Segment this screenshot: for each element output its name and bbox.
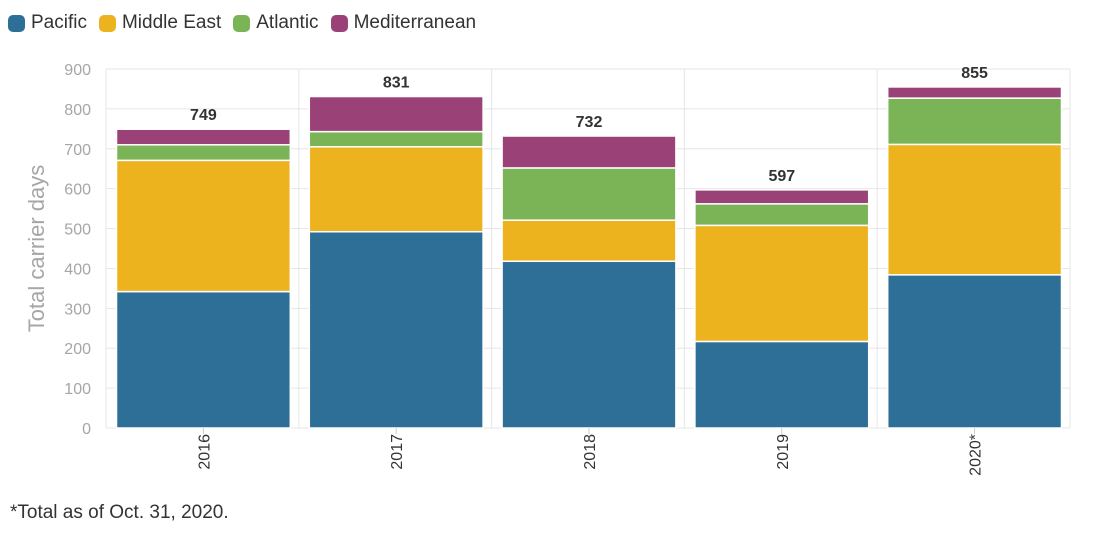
total-label-2017: 831 [383,75,410,92]
bar-atlantic-2017 [308,130,484,148]
bar-mediterranean-2019 [694,189,870,205]
legend-swatch-atlantic [233,14,251,32]
bar-mediterranean-2017 [308,95,484,133]
total-label-2018: 732 [576,114,603,131]
bar-middle-east-2016 [115,159,292,293]
legend-label-mediterranean: Mediterranean [353,12,477,33]
footnote: *Total as of Oct. 31, 2020. [10,502,229,523]
bar-middle-east-2019 [694,224,870,343]
y-tick-label: 500 [64,222,91,239]
bar-atlantic-2016 [115,144,292,162]
bar-mediterranean-2018 [501,135,677,169]
legend-item-mediterranean[interactable]: Mediterranean [330,12,477,34]
bar-pacific-2017 [308,230,484,429]
total-label-2016: 749 [190,107,217,124]
bar-middle-east-2017 [308,146,484,233]
x-tick-label-2017: 2017 [389,434,406,470]
bar-atlantic-2018 [501,167,677,221]
legend-label-pacific: Pacific [31,12,87,33]
y-tick-label: 600 [64,182,91,199]
bar-pacific-2018 [501,260,677,429]
legend-item-pacific[interactable]: Pacific [8,12,87,34]
x-tick-label-2018: 2018 [582,434,599,470]
y-axis-label: Total carrier days [24,165,49,333]
y-tick-label: 800 [64,102,91,119]
legend-swatch-mediterranean [330,14,348,32]
x-tick-label-2016: 2016 [196,434,213,470]
y-tick-label: 400 [64,261,91,278]
x-tick-label-2019: 2019 [775,434,792,470]
legend-label-atlantic: Atlantic [256,12,319,33]
bar-middle-east-2018 [501,219,677,263]
legend-label-middle-east: Middle East [121,12,222,33]
y-tick-label: 200 [64,341,91,358]
x-tick-label-2020: 2020* [968,434,985,476]
bar-middle-east-2020 [886,143,1063,276]
chart-legend: Pacific Middle East Atlantic Mediterrane… [8,12,476,34]
legend-item-atlantic[interactable]: Atlantic [233,12,319,34]
total-label-2019: 597 [768,168,795,185]
bar-pacific-2019 [694,340,870,429]
y-tick-label: 0 [82,421,91,438]
legend-swatch-pacific [8,14,25,32]
bar-pacific-2016 [115,290,292,429]
bar-pacific-2020 [886,274,1063,429]
y-tick-label: 300 [64,301,91,318]
bar-mediterranean-2016 [115,128,292,146]
y-tick-label: 100 [64,381,91,398]
bar-mediterranean-2020 [886,86,1063,99]
bar-atlantic-2020 [886,97,1063,146]
legend-swatch-middle-east [98,14,116,32]
y-tick-label: 900 [64,62,91,79]
total-label-2020: 855 [961,65,988,82]
legend-item-middle-east[interactable]: Middle East [98,12,222,34]
stacked-bar-chart: 0 100 200 300 400 500 600 700 800 900 Total carrie… [24,62,1071,476]
bar-atlantic-2019 [694,203,870,227]
y-tick-label: 700 [64,142,91,159]
